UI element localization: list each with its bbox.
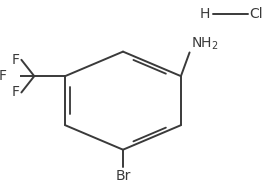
Text: F: F bbox=[0, 69, 6, 83]
Text: NH$_2$: NH$_2$ bbox=[191, 35, 219, 51]
Text: F: F bbox=[11, 86, 19, 100]
Text: H: H bbox=[200, 7, 210, 21]
Text: Cl: Cl bbox=[249, 7, 263, 21]
Text: Br: Br bbox=[115, 169, 131, 183]
Text: F: F bbox=[11, 53, 19, 67]
